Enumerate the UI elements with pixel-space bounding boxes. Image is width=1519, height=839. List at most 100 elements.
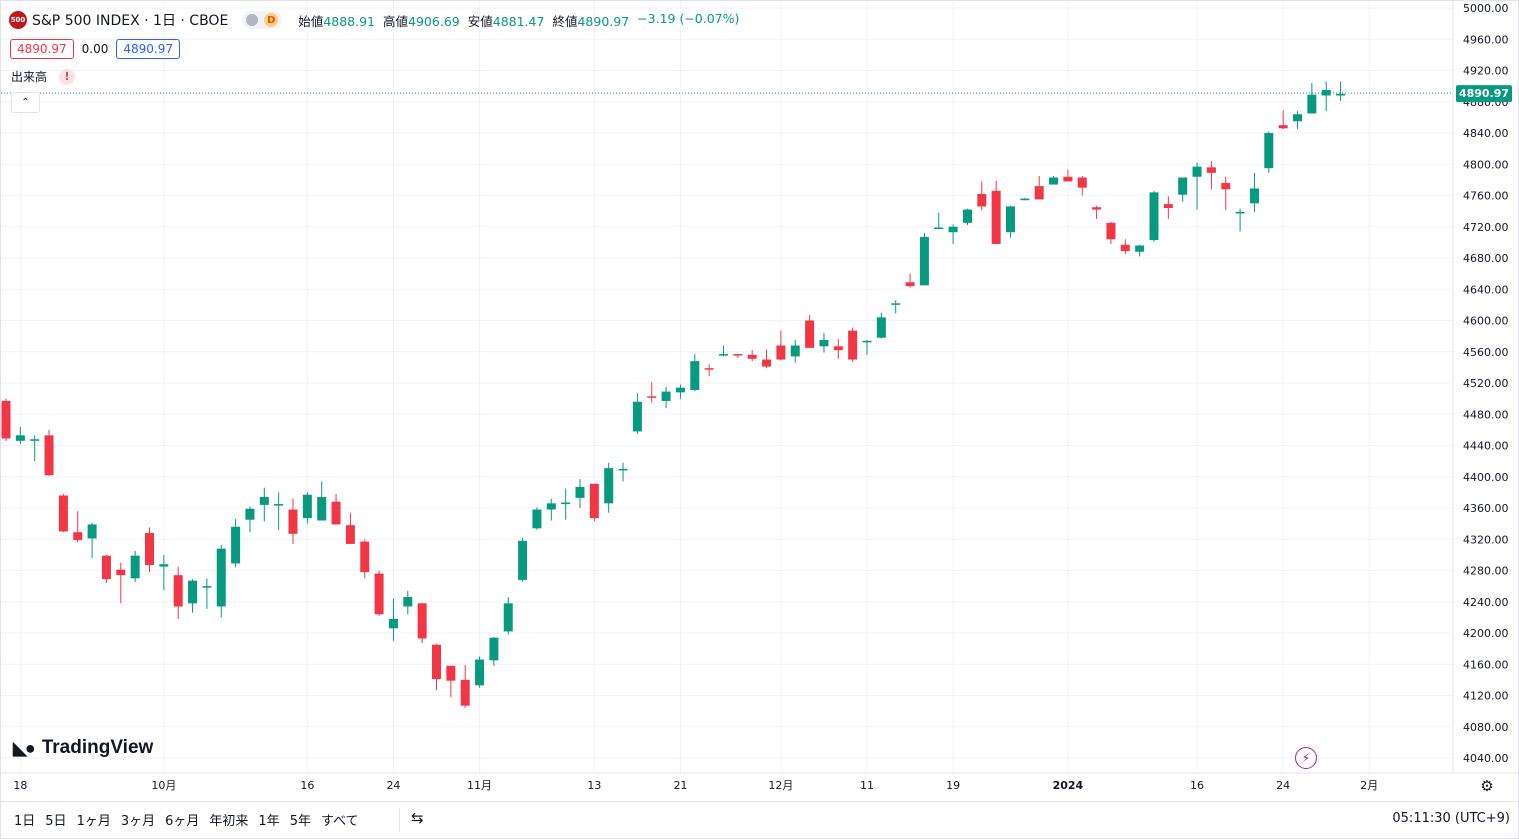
candle-body — [173, 575, 183, 607]
y-tick-label: 4920.00 — [1463, 65, 1509, 78]
candle-body — [503, 603, 513, 632]
range-ytd-button[interactable]: 年初来 — [209, 814, 249, 829]
change-value: −3.19 (−0.07%) — [637, 10, 740, 26]
x-tick-label: 24 — [386, 779, 400, 792]
candle-body — [805, 320, 815, 348]
y-tick-label: 4160.00 — [1463, 658, 1509, 671]
candle-body — [216, 548, 226, 607]
candle-body — [403, 597, 413, 607]
candle-body — [833, 346, 843, 351]
range-all-button[interactable]: すべて — [320, 814, 359, 829]
y-tick-label: 4960.00 — [1463, 33, 1509, 46]
range-3m-button[interactable]: 3ヶ月 — [120, 814, 156, 829]
symbol-title[interactable]: S&P 500 INDEX · 1日 · CBOE — [32, 13, 229, 29]
sell-price-button[interactable]: 4890.97 — [10, 39, 74, 59]
x-tick-label: 11 — [860, 779, 874, 792]
warning-icon[interactable]: ! — [59, 68, 76, 85]
y-tick-label: 4320.00 — [1463, 533, 1509, 546]
candle-body — [245, 508, 255, 520]
candle-body — [432, 644, 441, 680]
candle-body — [374, 573, 384, 615]
candle-body — [1, 400, 11, 439]
candle-body — [919, 236, 929, 286]
candle-body — [1149, 192, 1159, 241]
candle-body — [231, 526, 241, 564]
candle-body — [159, 564, 169, 567]
collapse-legend-button[interactable]: ⌃ — [11, 92, 40, 113]
candle-body — [30, 439, 40, 441]
candle-body — [776, 345, 786, 360]
y-tick-label: 4240.00 — [1463, 596, 1509, 609]
y-tick-label: 4360.00 — [1463, 502, 1509, 515]
x-tick-label: 16 — [300, 779, 314, 792]
candle-body — [747, 354, 757, 359]
tradingview-logo-icon: ◣● — [13, 737, 36, 758]
range-1d-button[interactable]: 1日 — [14, 814, 36, 829]
tradingview-logo-text: TradingView — [41, 737, 154, 758]
candle-body — [302, 494, 312, 519]
candle-body — [948, 226, 958, 233]
go-to-date-icon[interactable]: ⇆ — [411, 809, 424, 827]
y-tick-label: 4840.00 — [1463, 127, 1509, 140]
candle-body — [532, 509, 542, 529]
candle-body — [704, 368, 714, 370]
y-tick-label: 4040.00 — [1463, 752, 1509, 765]
candlestick-chart[interactable]: 4040.00 4080.00 4120.00 4160.00 4200.00 4240.… — [1, 1, 1518, 801]
candle-body — [116, 569, 126, 576]
open-label: 始値 — [298, 13, 324, 29]
candle-body — [1278, 125, 1288, 129]
candle-body — [101, 555, 111, 580]
candle-body — [1192, 166, 1202, 177]
candle-body — [675, 387, 685, 393]
candle-body — [862, 340, 872, 343]
candle-body — [618, 468, 628, 471]
candle-body — [719, 354, 728, 356]
lightning-icon[interactable]: ⚡ — [1295, 747, 1317, 769]
candle-body — [1235, 211, 1245, 214]
candle-body — [589, 483, 599, 519]
symbol-legend: 500 S&P 500 INDEX · 1日 · CBOE D 始値4888.9… — [9, 9, 739, 31]
candle-body — [1163, 204, 1173, 208]
candle-body — [73, 532, 83, 541]
volume-indicator[interactable]: 出来高 ! — [11, 68, 76, 85]
tradingview-logo[interactable]: ◣● TradingView — [13, 737, 153, 759]
candle-body — [188, 580, 198, 604]
market-status-pill[interactable]: D — [242, 11, 283, 29]
candle-body — [905, 282, 915, 287]
candle-body — [15, 435, 25, 441]
candle-body — [1249, 188, 1259, 204]
candle-body — [202, 586, 212, 588]
candle-body — [1206, 167, 1216, 173]
y-tick-label: 5000.00 — [1463, 2, 1509, 15]
candle-body — [44, 435, 54, 476]
x-tick-label: 12月 — [768, 779, 793, 792]
y-tick-label: 4600.00 — [1463, 315, 1509, 328]
candle-body — [1049, 177, 1059, 185]
candle-body — [977, 193, 987, 207]
low-value: 4881.47 — [492, 13, 545, 29]
range-5y-button[interactable]: 5年 — [289, 814, 311, 829]
x-tick-label: 24 — [1276, 779, 1290, 792]
candle-body — [1006, 206, 1015, 233]
candle-body — [1135, 245, 1145, 252]
candle-body — [388, 618, 398, 629]
timezone-clock[interactable]: 05:11:30 (UTC+9) — [1392, 811, 1510, 826]
range-1m-button[interactable]: 1ヶ月 — [76, 814, 111, 829]
buy-price-button[interactable]: 4890.97 — [116, 39, 180, 59]
candle-body — [58, 495, 68, 532]
range-1y-button[interactable]: 1年 — [258, 814, 280, 829]
candle-body — [1336, 93, 1346, 96]
y-tick-label: 4720.00 — [1463, 221, 1509, 234]
range-5d-button[interactable]: 5日 — [45, 814, 67, 829]
candle-body — [1020, 198, 1030, 201]
candle-body — [460, 679, 470, 706]
candle-body — [475, 659, 485, 686]
range-6m-button[interactable]: 6ヶ月 — [165, 814, 200, 829]
candle-body — [575, 486, 585, 498]
x-tick-label: 2月 — [1360, 779, 1378, 792]
last-price-label: 4890.97 — [1459, 87, 1509, 100]
x-tick-label: 10月 — [151, 779, 176, 792]
candle-body — [762, 359, 772, 367]
gear-icon[interactable]: ⚙ — [1480, 777, 1494, 795]
market-closed-icon — [246, 14, 259, 26]
